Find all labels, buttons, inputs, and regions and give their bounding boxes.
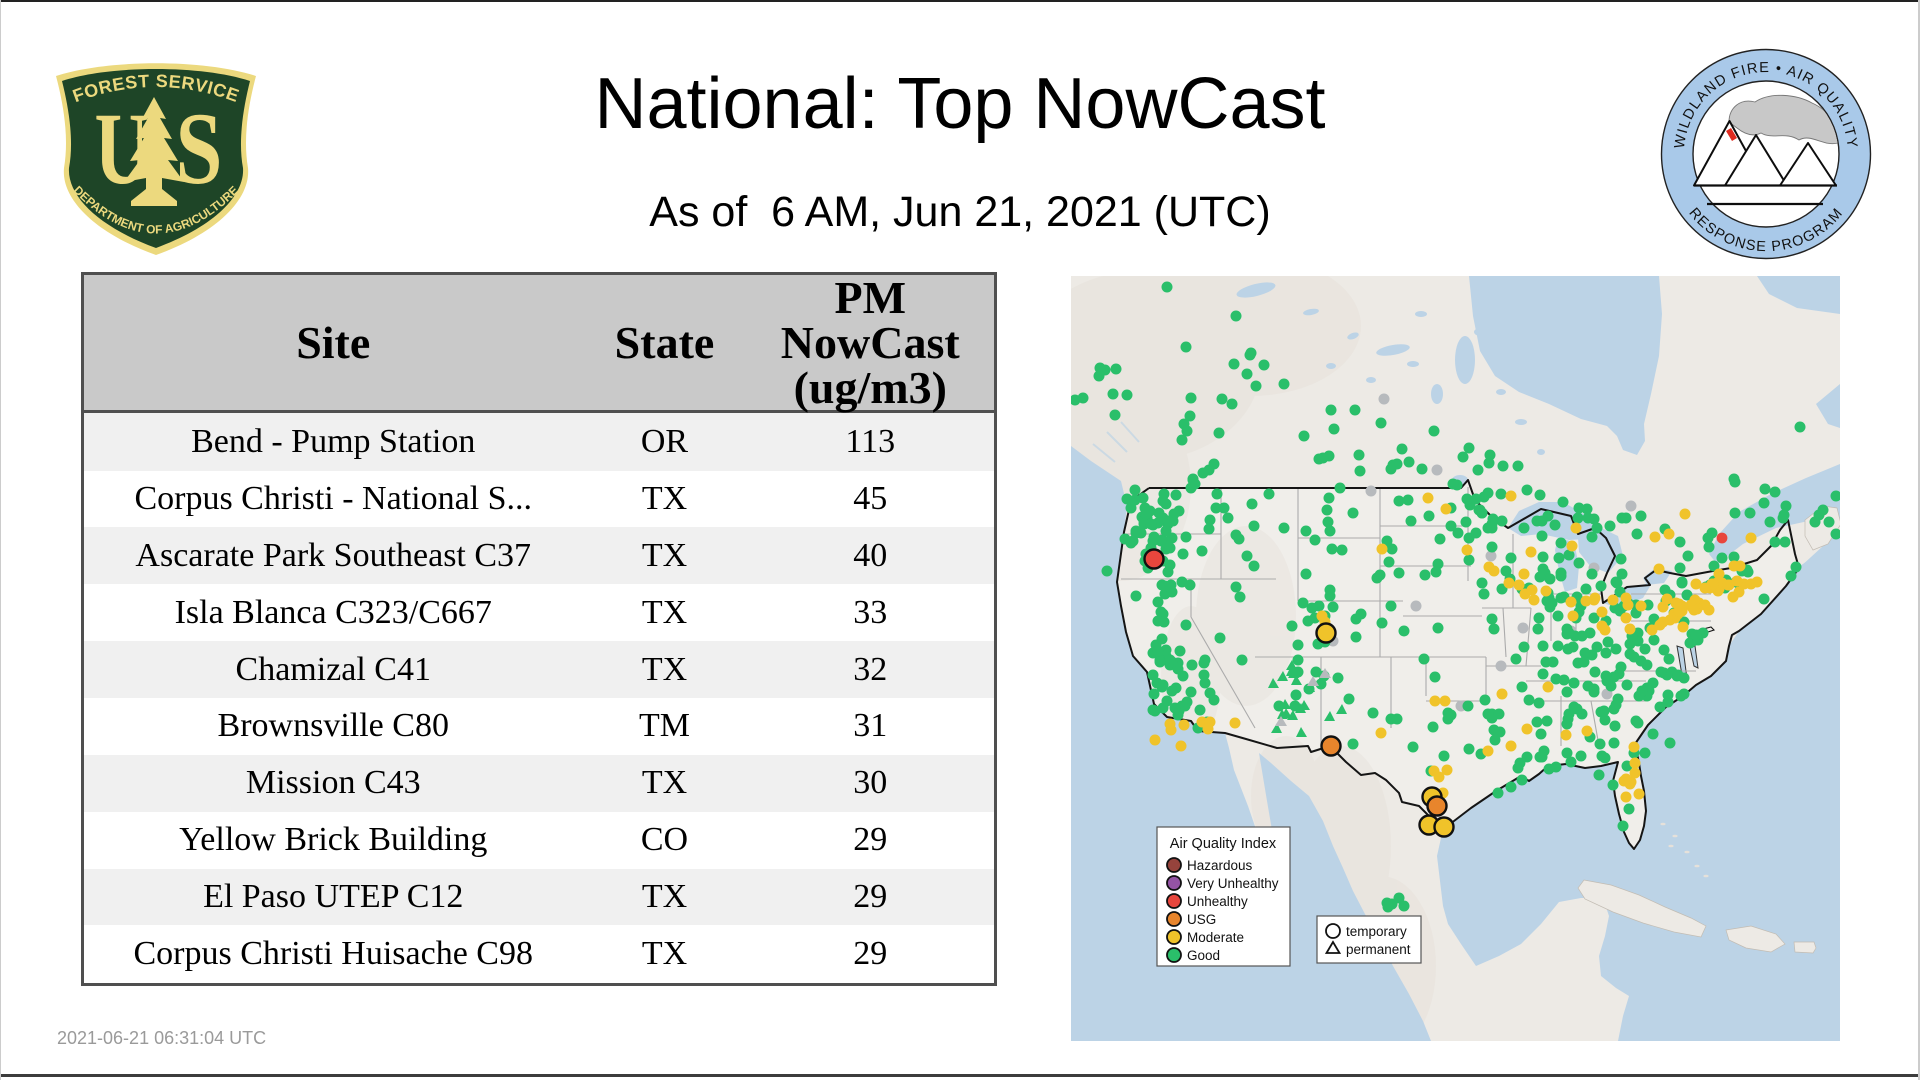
svg-text:Very Unhealthy: Very Unhealthy xyxy=(1187,876,1279,891)
svg-text:USG: USG xyxy=(1187,912,1216,927)
svg-text:Hazardous: Hazardous xyxy=(1187,858,1253,873)
svg-text:Unhealthy: Unhealthy xyxy=(1187,894,1248,909)
svg-text:Moderate: Moderate xyxy=(1187,930,1244,945)
svg-text:Good: Good xyxy=(1187,948,1220,963)
svg-text:temporary: temporary xyxy=(1346,924,1407,939)
svg-text:Air Quality Index: Air Quality Index xyxy=(1170,836,1277,852)
svg-text:permanent: permanent xyxy=(1346,942,1411,957)
svg-text:S: S xyxy=(176,92,223,206)
